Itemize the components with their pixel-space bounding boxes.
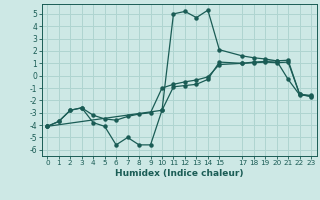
X-axis label: Humidex (Indice chaleur): Humidex (Indice chaleur) bbox=[115, 169, 244, 178]
